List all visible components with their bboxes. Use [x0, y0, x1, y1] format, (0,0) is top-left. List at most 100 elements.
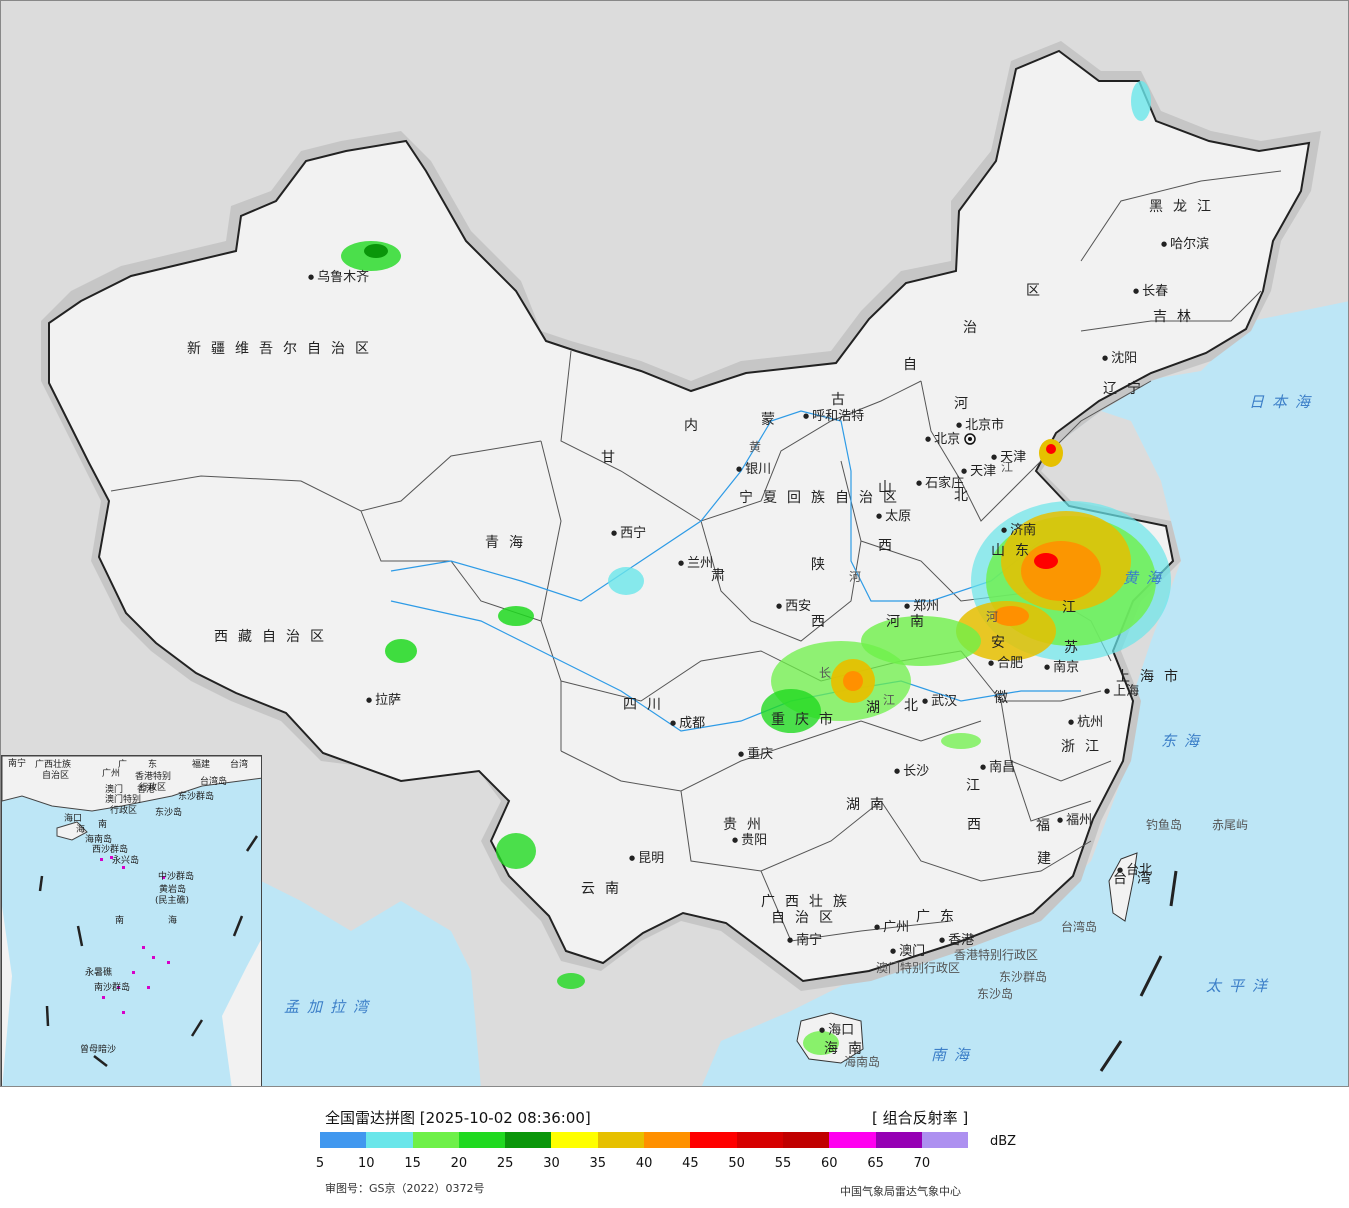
city-label: 太原	[876, 510, 911, 523]
producer-name: 中国气象局雷达气象中心	[840, 1185, 961, 1198]
inset-label: 中沙群岛	[158, 872, 195, 882]
inset-label: 东沙岛	[155, 808, 183, 818]
province-label: 区	[1026, 283, 1050, 299]
scale-tick-label: 45	[682, 1156, 699, 1171]
inset-label: 南宁	[8, 759, 27, 769]
province-label: 上海市	[1116, 669, 1188, 685]
scale-tick-label: 60	[821, 1156, 838, 1171]
province-label: 治	[963, 320, 987, 336]
city-label: 上海	[1104, 685, 1139, 698]
province-label: 广东	[916, 909, 964, 925]
scale-tick-label: 50	[728, 1156, 745, 1171]
island-label: 江	[883, 693, 896, 707]
island-label: 黄	[749, 440, 762, 454]
scale-tick-label: 15	[404, 1156, 421, 1171]
city-label: 福州	[1057, 814, 1092, 827]
color-swatch	[597, 1132, 645, 1148]
province-label: 徽	[994, 690, 1018, 706]
province-borders	[110, 170, 1282, 942]
inset-label: 香港	[137, 785, 156, 795]
province-label: 北	[954, 488, 978, 504]
boundary-dashes	[1099, 870, 1178, 1072]
province-label: 建	[1037, 851, 1061, 867]
sea-east	[701, 301, 1348, 1086]
sea-label: 黄海	[1123, 569, 1170, 587]
inset-label: 行政区	[139, 783, 167, 793]
scale-tick-label: 10	[358, 1156, 375, 1171]
city-label: 昆明	[629, 852, 664, 865]
inset-label: 南	[115, 916, 125, 926]
province-label: 西	[878, 538, 902, 554]
province-label: 江	[1062, 600, 1086, 616]
color-swatch	[505, 1132, 552, 1148]
south-china-sea-inset: 广西壮族 自治区广东福建 台湾 南宁 广州 香港特别 行政区 台湾岛 澳门特别 行政区 澳门 香港 东沙…	[1, 755, 262, 1086]
province-label: 广西壮族	[761, 894, 857, 910]
city-label: 成都	[670, 717, 705, 730]
color-swatch	[829, 1132, 876, 1148]
color-swatch	[412, 1132, 459, 1148]
province-label: 西	[811, 614, 835, 630]
sea-label: 日本海	[1249, 393, 1319, 411]
city-label: 武汉	[922, 695, 957, 708]
inset-label: 南	[98, 820, 108, 830]
inset-label: 广州	[102, 769, 121, 779]
city-label: 香港	[939, 934, 974, 947]
city-label: 拉萨	[366, 694, 401, 707]
island-label: 钓鱼岛	[1146, 818, 1183, 832]
inset-label: 香港特别	[135, 772, 172, 782]
island-label: 河	[986, 610, 999, 624]
province-label: 宁夏回族自治区	[739, 490, 907, 506]
province-label: 河	[954, 396, 978, 412]
city-label: 长沙	[894, 765, 929, 778]
sea-label: 孟加拉湾	[284, 998, 377, 1016]
province-label: 四川	[623, 697, 671, 713]
inset-label: 东	[148, 760, 158, 770]
color-scale	[320, 1132, 969, 1148]
inset-label: 广	[118, 760, 128, 770]
city-label: 济南	[1001, 524, 1036, 537]
province-label: 西藏自治区	[214, 629, 334, 645]
city-label: 南宁	[787, 934, 822, 947]
color-swatch	[782, 1132, 830, 1148]
sea-label: 太平洋	[1206, 977, 1276, 995]
province-label: 北	[904, 698, 928, 714]
city-label: 北京	[925, 433, 960, 446]
province-label: 西	[967, 817, 991, 833]
province-label: 河南	[886, 614, 934, 630]
color-swatch	[320, 1132, 367, 1148]
province-label: 青海	[485, 535, 533, 551]
inset-label: 海	[76, 825, 86, 835]
city-label: 贵阳	[732, 834, 767, 847]
inset-label: 海南岛	[85, 835, 113, 845]
province-label: 苏	[1064, 640, 1088, 656]
color-swatch	[644, 1132, 691, 1148]
city-label: 广州	[874, 921, 909, 934]
color-swatch	[690, 1132, 737, 1148]
scale-ticks: 5 10 15 20 25 30 35 40 45 50 55 60 65 70	[316, 1156, 970, 1174]
scale-tick-label: 25	[496, 1156, 514, 1171]
scale-tick-label: 70	[913, 1156, 931, 1171]
island-label: 河	[849, 570, 862, 584]
province-label: 新疆维吾尔自治区	[187, 341, 379, 357]
inset-label: 西沙群岛	[92, 845, 129, 855]
inset-label: 海	[168, 916, 178, 926]
city-label: 郑州	[904, 600, 939, 613]
city-label: 合肥	[988, 657, 1023, 670]
city-label: 北京市	[956, 419, 1004, 432]
inset-label: 东沙群岛	[178, 792, 215, 802]
province-label: 海南	[824, 1041, 872, 1057]
radar-map: 新疆维吾尔自治区 西藏自治区 青海甘肃内蒙古自治区黑龙江 吉林 辽宁河北山西陕西河南 山东…	[0, 0, 1349, 1087]
province-label: 云南	[581, 881, 629, 897]
sea-bay-of-bengal	[261, 881, 481, 1086]
province-label: 贵州	[723, 817, 771, 833]
city-label: 西安	[776, 600, 811, 613]
scale-unit: dBZ	[990, 1134, 1017, 1149]
province-label: 吉林	[1153, 309, 1201, 325]
city-label: 天津	[961, 465, 996, 478]
color-swatch	[875, 1132, 922, 1148]
city-label: 哈尔滨	[1161, 238, 1209, 251]
city-label: 石家庄	[916, 477, 964, 490]
city-label: 长春	[1133, 285, 1168, 298]
inset-label: 自治区	[42, 771, 70, 781]
city-label: 南京	[1044, 661, 1079, 674]
